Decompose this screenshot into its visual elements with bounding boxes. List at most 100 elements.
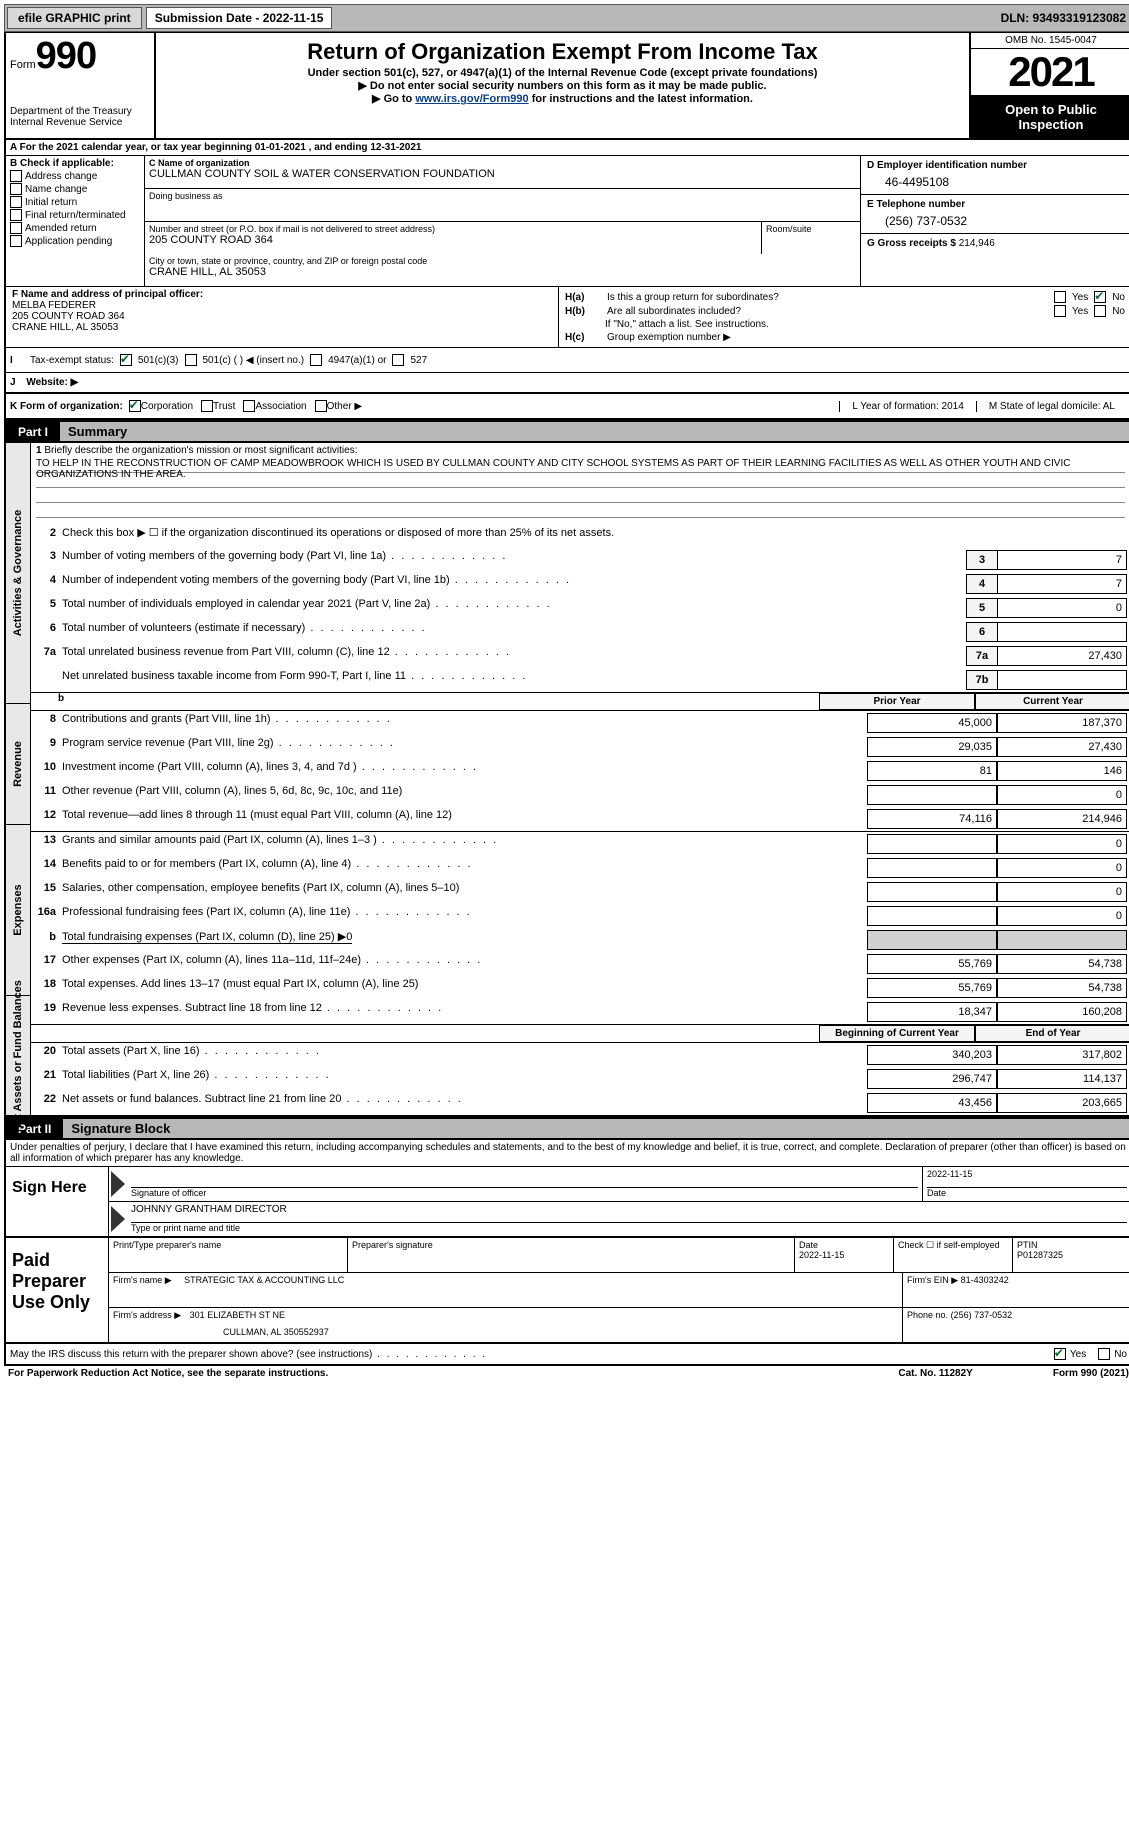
paperwork-notice: For Paperwork Reduction Act Notice, see … xyxy=(8,1368,328,1379)
phone-label: Phone no. xyxy=(907,1310,948,1320)
c-room-suite: Room/suite xyxy=(762,222,860,254)
ha-yes[interactable] xyxy=(1054,291,1066,303)
may-irs-yes[interactable] xyxy=(1054,1348,1066,1360)
l3-val: 7 xyxy=(997,550,1127,570)
col-d-e-g: D Employer identification number 46-4495… xyxy=(860,156,1129,286)
k-label: K Form of organization: xyxy=(10,401,123,412)
l16a-prior xyxy=(867,906,997,926)
l4-text: Number of independent voting members of … xyxy=(62,574,966,586)
form-id-cell: Form990 Department of the Treasury Inter… xyxy=(6,33,156,138)
chk-501c3[interactable] xyxy=(120,354,132,366)
year-cell: OMB No. 1545-0047 2021 Open to Public In… xyxy=(969,33,1129,138)
l5-num: 5 xyxy=(34,598,62,610)
may-irs-row: May the IRS discuss this return with the… xyxy=(4,1344,1129,1366)
chk-name-change[interactable]: Name change xyxy=(10,183,140,195)
hb-no[interactable] xyxy=(1094,305,1106,317)
chk-trust[interactable] xyxy=(201,400,213,412)
hb-yes[interactable] xyxy=(1054,305,1066,317)
l14-text: Benefits paid to or for members (Part IX… xyxy=(62,858,867,870)
hb-note: If "No," attach a list. See instructions… xyxy=(565,319,1125,330)
l5-text: Total number of individuals employed in … xyxy=(62,598,966,610)
may-irs-no[interactable] xyxy=(1098,1348,1110,1360)
l6-num: 6 xyxy=(34,622,62,634)
l13-prior xyxy=(867,834,997,854)
l7a-num: 7a xyxy=(34,646,62,658)
mission-blank3 xyxy=(36,503,1125,518)
f-name: MELBA FEDERER xyxy=(12,300,552,311)
row-j-website: J Website: ▶ xyxy=(6,372,1129,392)
chk-amended-return[interactable]: Amended return xyxy=(10,222,140,234)
l21-boy: 296,747 xyxy=(867,1069,997,1089)
l10-text: Investment income (Part VIII, column (A)… xyxy=(62,761,867,773)
d-ein: 46-4495108 xyxy=(867,171,1125,189)
l17-text: Other expenses (Part IX, column (A), lin… xyxy=(62,954,867,966)
l21-eoy: 114,137 xyxy=(997,1069,1127,1089)
boy-hdr: Beginning of Current Year xyxy=(819,1025,975,1042)
chk-501c[interactable] xyxy=(185,354,197,366)
j-text: Website: ▶ xyxy=(26,377,78,388)
l8-text: Contributions and grants (Part VIII, lin… xyxy=(62,713,867,725)
chk-527[interactable] xyxy=(392,354,404,366)
l22-text: Net assets or fund balances. Subtract li… xyxy=(62,1093,867,1105)
l7a-text: Total unrelated business revenue from Pa… xyxy=(62,646,966,658)
g-label: G Gross receipts $ xyxy=(867,238,956,249)
l19-text: Revenue less expenses. Subtract line 18 … xyxy=(62,1002,867,1014)
chk-final-return[interactable]: Final return/terminated xyxy=(10,209,140,221)
line2-num: 2 xyxy=(34,527,62,539)
l12-prior: 74,116 xyxy=(867,809,997,829)
l7a-box: 7a xyxy=(966,646,997,666)
l14-prior xyxy=(867,858,997,878)
l16b-text: Total fundraising expenses (Part IX, col… xyxy=(62,930,867,943)
l9-text: Program service revenue (Part VIII, line… xyxy=(62,737,867,749)
side-governance: Activities & Governance xyxy=(12,510,24,637)
firm-city: CULLMAN, AL 350552937 xyxy=(223,1327,898,1337)
l18-text: Total expenses. Add lines 13–17 (must eq… xyxy=(62,978,867,990)
efile-print-button[interactable]: efile GRAPHIC print xyxy=(7,7,142,29)
f-street: 205 COUNTY ROAD 364 xyxy=(12,311,552,322)
part1-header: Part I Summary xyxy=(4,420,1129,443)
chk-other[interactable] xyxy=(315,400,327,412)
chk-4947[interactable] xyxy=(310,354,322,366)
chk-application-pending[interactable]: Application pending xyxy=(10,235,140,247)
col-h-group: H(a) Is this a group return for subordin… xyxy=(559,287,1129,347)
part2-header: Part II Signature Block xyxy=(4,1117,1129,1140)
line2-text: Check this box ▶ ☐ if the organization d… xyxy=(62,526,1127,539)
col-f-officer: F Name and address of principal officer:… xyxy=(6,287,559,347)
irs-link[interactable]: www.irs.gov/Form990 xyxy=(415,93,528,105)
col-b-checkboxes: B Check if applicable: Address change Na… xyxy=(6,156,145,286)
ha-no[interactable] xyxy=(1094,291,1106,303)
l3-text: Number of voting members of the governin… xyxy=(62,550,966,562)
l10-curr: 146 xyxy=(997,761,1127,781)
i-text: Tax-exempt status: xyxy=(30,355,114,366)
block-revenue: 8Contributions and grants (Part VIII, li… xyxy=(30,711,1129,832)
l22-num: 22 xyxy=(34,1093,62,1105)
c-street: 205 COUNTY ROAD 364 xyxy=(149,234,757,246)
prior-current-header: b Prior Year Current Year xyxy=(30,693,1129,710)
l20-eoy: 317,802 xyxy=(997,1045,1127,1065)
l13-num: 13 xyxy=(34,834,62,846)
chk-corp[interactable] xyxy=(129,400,141,412)
firm-name-label: Firm's name ▶ xyxy=(113,1275,172,1285)
chk-assoc[interactable] xyxy=(243,400,255,412)
sign-here-block: Sign Here Signature of officer 2022-11-1… xyxy=(4,1167,1129,1238)
check-self-employed[interactable]: Check ☐ if self-employed xyxy=(894,1238,1013,1272)
ptin: P01287325 xyxy=(1017,1250,1063,1260)
l17-prior: 55,769 xyxy=(867,954,997,974)
firm-ein-label: Firm's EIN ▶ xyxy=(907,1275,958,1285)
form-title-cell: Return of Organization Exempt From Incom… xyxy=(156,33,969,138)
l16a-curr: 0 xyxy=(997,906,1127,926)
l6-val xyxy=(997,622,1127,642)
l21-num: 21 xyxy=(34,1069,62,1081)
sign-here-label: Sign Here xyxy=(6,1167,109,1236)
chk-initial-return[interactable]: Initial return xyxy=(10,196,140,208)
chk-address-change[interactable]: Address change xyxy=(10,170,140,182)
b-header: B Check if applicable: xyxy=(10,158,140,169)
part1-body: Activities & Governance Revenue Expenses… xyxy=(4,443,1129,1117)
prep-name-label: Print/Type preparer's name xyxy=(109,1238,348,1272)
ha-text: Is this a group return for subordinates? xyxy=(607,292,1048,303)
part1-num: Part I xyxy=(6,423,60,441)
l11-num: 11 xyxy=(34,785,62,797)
l7b-val xyxy=(997,670,1127,690)
form-footer: Form 990 (2021) xyxy=(1053,1368,1129,1379)
m-domicile: M State of legal domicile: AL xyxy=(976,401,1127,412)
